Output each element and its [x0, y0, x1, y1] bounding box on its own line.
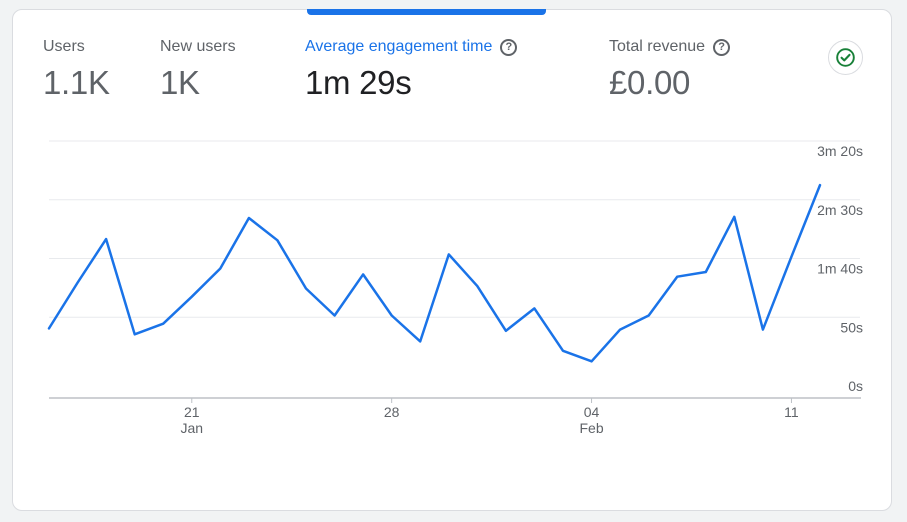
help-circle-icon[interactable]: ? — [500, 38, 518, 56]
data-point[interactable] — [700, 266, 712, 278]
data-point[interactable] — [586, 355, 598, 367]
data-point[interactable] — [557, 345, 569, 357]
data-point[interactable] — [72, 277, 84, 289]
check-glyph — [836, 48, 855, 67]
x-tick-label: 11 — [784, 404, 799, 420]
data-point[interactable] — [100, 233, 112, 245]
data-point[interactable] — [443, 248, 455, 260]
x-tick-sublabel: Feb — [579, 420, 603, 436]
data-point[interactable] — [129, 328, 141, 340]
x-tick-label: 21 — [184, 404, 200, 420]
data-point[interactable] — [43, 322, 55, 334]
data-point[interactable] — [243, 212, 255, 224]
metric-label-row: Total revenue ? — [609, 36, 731, 58]
metric-total-revenue[interactable]: Total revenue ? £0.00 — [609, 36, 731, 102]
metric-new-users[interactable]: New users 1K — [160, 36, 236, 102]
data-point[interactable] — [528, 302, 540, 314]
data-point[interactable] — [386, 310, 398, 322]
metric-value: 1K — [160, 64, 200, 101]
check-circle-icon[interactable] — [828, 40, 863, 75]
metric-label-row: Average engagement time ? — [305, 36, 518, 58]
x-tick-label: 04 — [584, 404, 600, 420]
y-tick-label: 2m 30s — [817, 202, 863, 218]
y-tick-label: 3m 20s — [817, 143, 863, 159]
data-point[interactable] — [186, 291, 198, 303]
data-point[interactable] — [471, 280, 483, 292]
y-tick-label: 50s — [840, 319, 863, 335]
data-point[interactable] — [357, 268, 369, 280]
active-tab-indicator — [307, 9, 546, 15]
data-point[interactable] — [329, 310, 341, 322]
metric-value: 1.1K — [43, 64, 110, 101]
data-point[interactable] — [157, 318, 169, 330]
metric-label: Users — [43, 38, 85, 55]
data-point[interactable] — [414, 335, 426, 347]
data-point[interactable] — [300, 282, 312, 294]
metric-value: £0.00 — [609, 64, 691, 101]
metric-average-engagement-time[interactable]: Average engagement time ? 1m 29s — [305, 36, 518, 102]
data-point[interactable] — [271, 234, 283, 246]
metric-value: 1m 29s — [305, 64, 412, 101]
metric-label: New users — [160, 38, 236, 55]
y-tick-label: 1m 40s — [817, 261, 863, 277]
data-point[interactable] — [614, 324, 626, 336]
data-point[interactable] — [500, 325, 512, 337]
x-tick-sublabel: Jan — [180, 420, 203, 436]
help-circle-icon[interactable]: ? — [713, 38, 731, 56]
data-point[interactable] — [785, 251, 797, 263]
data-point[interactable] — [814, 179, 826, 191]
data-point[interactable] — [671, 271, 683, 283]
metric-users[interactable]: Users 1.1K — [43, 36, 110, 102]
x-tick-label: 28 — [384, 404, 400, 420]
series-line — [47, 183, 822, 363]
data-point[interactable] — [728, 211, 740, 223]
data-point[interactable] — [643, 310, 655, 322]
y-tick-label: 0s — [848, 378, 863, 394]
data-point[interactable] — [214, 263, 226, 275]
data-point[interactable] — [757, 324, 769, 336]
metric-label: Total revenue — [609, 38, 706, 55]
metric-label: Average engagement time — [305, 38, 493, 55]
